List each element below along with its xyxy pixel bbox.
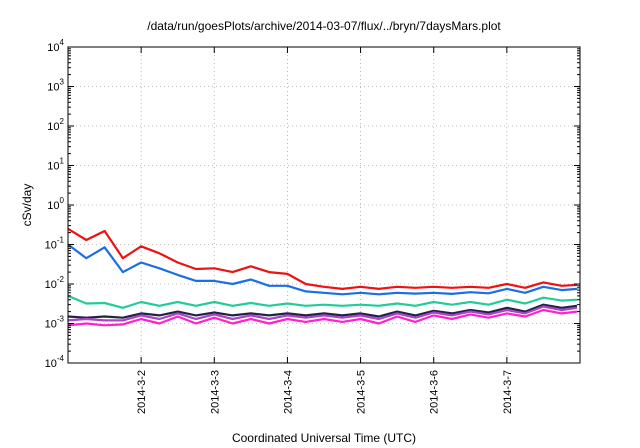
x-tick-label: 2014-3-2: [136, 370, 148, 414]
y-tick-label: 10-2: [45, 275, 65, 291]
y-tick-label: 10-3: [45, 315, 65, 331]
series-line-4: [67, 303, 578, 319]
y-tick-label: 10-1: [45, 236, 65, 252]
x-axis-label: Coordinated Universal Time (UTC): [232, 431, 416, 445]
y-tick-label: 100: [47, 196, 64, 212]
series-lines: [67, 227, 578, 327]
axis-ticks: 10-4 10-3 10-2 10-1 100 101 102 103 104 2014-3-2 2…: [45, 38, 580, 414]
series-line-6: [67, 308, 578, 327]
x-tick-label: 2014-3-5: [356, 370, 368, 414]
x-tick-label: 2014-3-7: [502, 370, 514, 414]
series-line-5: [67, 305, 578, 322]
y-tick-label: 104: [47, 38, 64, 54]
y-tick-label: 102: [47, 117, 64, 133]
y-tick-label: 101: [47, 157, 64, 173]
grid: [68, 47, 580, 363]
x-tick-label: 2014-3-6: [429, 370, 441, 414]
x-tick-label: 2014-3-3: [209, 370, 221, 414]
chart-title: /data/run/goesPlots/archive/2014-03-07/f…: [147, 19, 501, 33]
series-line-3: [67, 294, 578, 309]
y-tick-label: 103: [47, 78, 64, 94]
series-line-2: [67, 243, 578, 296]
y-tick-label: 10-4: [45, 354, 65, 370]
x-tick-label: 2014-3-4: [282, 370, 294, 414]
y-axis-label: cSv/day: [20, 184, 34, 227]
series-line-1: [67, 227, 578, 290]
